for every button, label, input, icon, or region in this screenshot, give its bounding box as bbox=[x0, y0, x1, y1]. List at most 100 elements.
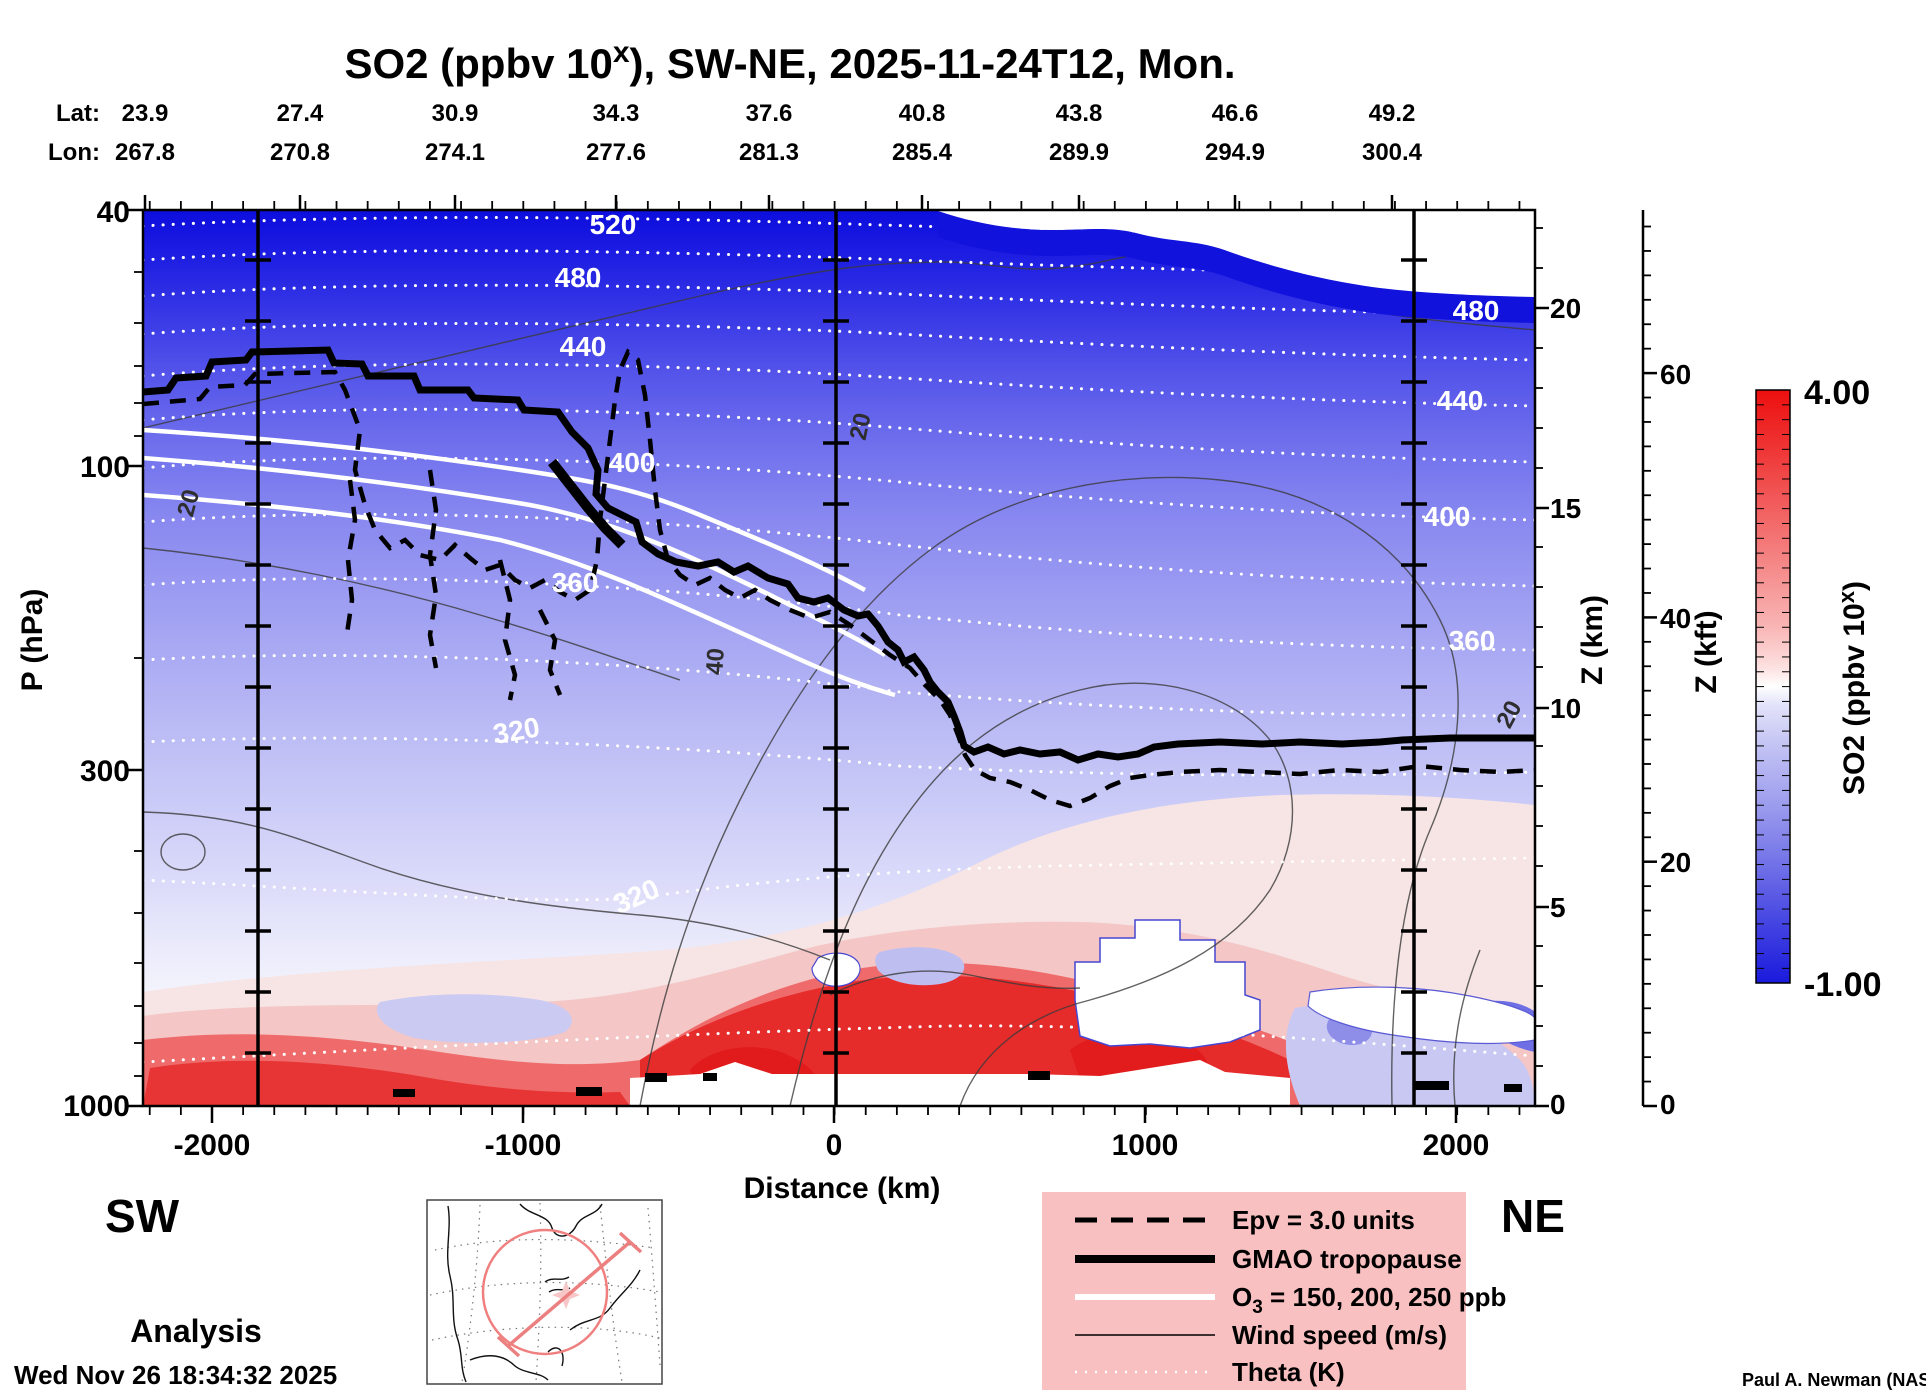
coastline bbox=[447, 1203, 641, 1383]
blue-pocket bbox=[376, 994, 572, 1043]
zkft-axis-title: Z (kft) bbox=[1690, 610, 1723, 693]
colorbar-max-label: 4.00 bbox=[1804, 374, 1870, 412]
white-cloud-cutout bbox=[1307, 986, 1535, 1045]
svg-text:480: 480 bbox=[555, 262, 602, 293]
figure-title: SO2 (ppbv 10x), SW-NE, 2025-11-24T12, Mo… bbox=[344, 36, 1235, 87]
svg-text:20: 20 bbox=[1550, 293, 1581, 324]
zkm-axis-ticks bbox=[1535, 227, 1549, 1108]
svg-text:267.8: 267.8 bbox=[115, 139, 175, 166]
legend: Epv = 3.0 units GMAO tropopause O3 = 150… bbox=[1042, 1192, 1506, 1390]
svg-text:270.8: 270.8 bbox=[270, 139, 330, 166]
svg-text:40.8: 40.8 bbox=[899, 100, 946, 127]
svg-text:23.9: 23.9 bbox=[122, 100, 169, 127]
graticule bbox=[429, 1202, 661, 1383]
endpoint-sw-label: SW bbox=[105, 1190, 180, 1242]
transect-line bbox=[496, 1231, 643, 1358]
white-cloud-cutout bbox=[1074, 919, 1261, 1049]
theta-contours bbox=[143, 216, 1535, 1064]
svg-text:285.4: 285.4 bbox=[892, 139, 953, 166]
svg-text:37.6: 37.6 bbox=[746, 100, 793, 127]
svg-text:60: 60 bbox=[1660, 359, 1691, 390]
legend-tropopause-label: GMAO tropopause bbox=[1232, 1244, 1462, 1274]
svg-text:49.2: 49.2 bbox=[1369, 100, 1416, 127]
svg-text:-1000: -1000 bbox=[485, 1129, 562, 1162]
gmao-tropopause-line bbox=[143, 346, 1535, 764]
legend-wind-label: Wind speed (m/s) bbox=[1232, 1320, 1447, 1350]
timestamp: Wed Nov 26 18:34:32 2025 bbox=[14, 1360, 337, 1390]
legend-epv-label: Epv = 3.0 units bbox=[1232, 1205, 1415, 1235]
svg-text:440: 440 bbox=[560, 331, 607, 362]
svg-text:2000: 2000 bbox=[1423, 1129, 1490, 1162]
svg-text:43.8: 43.8 bbox=[1056, 100, 1103, 127]
svg-text:520: 520 bbox=[1449, 219, 1496, 250]
theta-contour-labels: 520 480 440 400 360 320 320 520 480 440 … bbox=[491, 209, 1500, 920]
endpoint-ne-label: NE bbox=[1501, 1190, 1565, 1242]
credit: Paul A. Newman (NASA bbox=[1742, 1370, 1926, 1390]
svg-text:520: 520 bbox=[590, 209, 637, 240]
deep-red-left bbox=[143, 1060, 630, 1106]
colorbar: 4.00 -1.00 SO2 (ppbv 10x) bbox=[1755, 374, 1882, 1004]
svg-text:281.3: 281.3 bbox=[739, 139, 799, 166]
epv-contour bbox=[143, 348, 1535, 809]
svg-text:277.6: 277.6 bbox=[586, 139, 646, 166]
svg-text:1000: 1000 bbox=[63, 1090, 130, 1123]
svg-text:400: 400 bbox=[1424, 501, 1471, 532]
colorbar-title: SO2 (ppbv 10x) bbox=[1834, 581, 1871, 795]
blue-pocket bbox=[875, 947, 965, 986]
legend-ozone-label: O3 = 150, 200, 250 ppb bbox=[1232, 1282, 1506, 1318]
svg-text:-2000: -2000 bbox=[174, 1129, 251, 1162]
lon-row-label: Lon: bbox=[48, 139, 100, 166]
svg-text:0: 0 bbox=[1550, 1089, 1566, 1120]
svg-text:27.4: 27.4 bbox=[277, 100, 324, 127]
svg-text:1000: 1000 bbox=[1112, 1129, 1179, 1162]
lat-row-label: Lat: bbox=[56, 100, 100, 127]
zkft-axis bbox=[1641, 210, 1657, 1108]
colorbar-ticks bbox=[1756, 404, 1790, 969]
surface-marks bbox=[393, 1071, 1522, 1097]
pressure-axis-ticks bbox=[128, 208, 143, 1108]
svg-text:360: 360 bbox=[1449, 625, 1496, 656]
svg-text:40: 40 bbox=[1660, 603, 1691, 634]
svg-text:480: 480 bbox=[1453, 295, 1500, 326]
svg-text:100: 100 bbox=[80, 451, 130, 484]
svg-text:400: 400 bbox=[609, 447, 656, 478]
svg-text:300: 300 bbox=[80, 755, 130, 788]
zkm-axis-title: Z (km) bbox=[1576, 595, 1609, 685]
svg-text:289.9: 289.9 bbox=[1049, 139, 1109, 166]
svg-text:20: 20 bbox=[1660, 847, 1691, 878]
pressure-tick-labels: 40 100 300 1000 bbox=[63, 196, 130, 1123]
reference-line-crossbars bbox=[245, 258, 1427, 1055]
tropopause-thick-blob bbox=[548, 458, 626, 549]
legend-theta-label: Theta (K) bbox=[1232, 1357, 1345, 1387]
svg-text:440: 440 bbox=[1437, 385, 1484, 416]
svg-text:0: 0 bbox=[826, 1129, 843, 1162]
svg-text:20: 20 bbox=[845, 411, 877, 443]
svg-text:360: 360 bbox=[552, 567, 599, 598]
svg-text:15: 15 bbox=[1550, 493, 1581, 524]
svg-text:40: 40 bbox=[701, 647, 730, 676]
svg-text:274.1: 274.1 bbox=[425, 139, 485, 166]
dark-blue-rim bbox=[938, 211, 1535, 323]
analysis-label: Analysis bbox=[130, 1313, 262, 1349]
white-surface-cutout bbox=[630, 1060, 1290, 1106]
zkm-tick-labels: 20 15 10 5 0 bbox=[1550, 293, 1581, 1120]
svg-text:46.6: 46.6 bbox=[1212, 100, 1259, 127]
lon-values: 267.8 270.8 274.1 277.6 281.3 285.4 289.… bbox=[115, 139, 1423, 166]
transect-inset-map bbox=[426, 1199, 663, 1385]
plot-area: 520 480 440 400 360 320 320 520 480 440 … bbox=[143, 209, 1535, 1106]
vertical-reference-lines bbox=[256, 210, 1416, 1106]
svg-text:5: 5 bbox=[1550, 892, 1566, 923]
bottom-axis-ticks bbox=[148, 1106, 1521, 1123]
colorbar-min-label: -1.00 bbox=[1804, 966, 1882, 1004]
lat-lon-header: Lat: Lon: 23.9 27.4 30.9 34.3 37.6 40.8 … bbox=[48, 100, 1423, 166]
top-axis-ticks bbox=[143, 195, 1521, 210]
map-range-circle bbox=[481, 1228, 609, 1356]
zkft-tick-labels: 60 40 20 0 bbox=[1660, 359, 1691, 1120]
pressure-axis-title: P (hPa) bbox=[16, 589, 49, 692]
svg-text:294.9: 294.9 bbox=[1205, 139, 1265, 166]
white-top-right-cutout bbox=[938, 210, 1535, 297]
lat-values: 23.9 27.4 30.9 34.3 37.6 40.8 43.8 46.6 … bbox=[122, 100, 1416, 127]
distance-tick-labels: -2000 -1000 0 1000 2000 bbox=[174, 1129, 1490, 1162]
distance-axis-title: Distance (km) bbox=[744, 1172, 941, 1205]
